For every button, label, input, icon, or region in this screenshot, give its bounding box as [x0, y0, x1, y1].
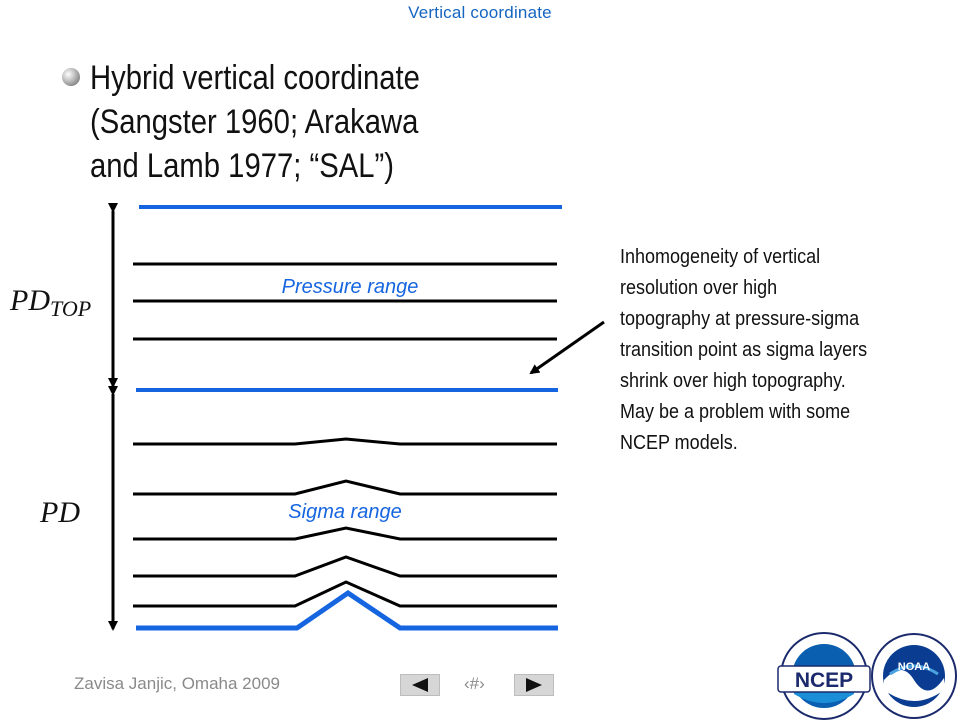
- slide-number: ‹#›: [464, 674, 485, 693]
- pressure-range-label: Pressure range: [282, 276, 419, 298]
- pd-top-label: PDTOP: [9, 284, 91, 321]
- ncep-logo: NCEP: [777, 632, 871, 720]
- annotation-line: resolution over high: [620, 277, 778, 299]
- bullet-text: Hybrid vertical coordinate (Sangster 196…: [90, 56, 434, 188]
- sigma-layer: [133, 555, 557, 578]
- annotation-line: May be a problem with some: [620, 401, 851, 423]
- agency-logos: NCEP NOAA: [777, 632, 957, 720]
- pd-label: PD: [39, 496, 80, 529]
- annotation-line: Inhomogeneity of vertical: [620, 246, 821, 268]
- noaa-logo-text: NOAA: [898, 661, 930, 673]
- next-slide-button[interactable]: [514, 674, 554, 696]
- ground-surface: [136, 589, 558, 631]
- sigma-layer: [133, 479, 557, 496]
- triangle-right-icon: [526, 678, 542, 692]
- noaa-logo: NOAA: [871, 633, 957, 719]
- annotation-line: transition point as sigma layers: [620, 339, 868, 361]
- bullet-line-3: and Lamb 1977; “SAL”): [90, 147, 394, 185]
- bullet-line-2: (Sangster 1960; Arakawa: [90, 103, 419, 141]
- bullet-line-1: Hybrid vertical coordinate: [90, 59, 420, 97]
- annotation-line: NCEP models.: [620, 432, 738, 454]
- annotation-text: Inhomogeneity of vertical resolution ove…: [620, 242, 917, 459]
- footer-author: Zavisa Janjic, Omaha 2009: [74, 674, 280, 693]
- sigma-layer: [133, 437, 557, 446]
- sigma-layer: [133, 580, 557, 608]
- previous-slide-button[interactable]: [400, 674, 440, 696]
- annotation-line: topography at pressure-sigma: [620, 308, 860, 330]
- annotation-arrow: [529, 320, 605, 375]
- bullet-sphere-icon: [62, 68, 80, 86]
- slide-header: Vertical coordinate: [408, 3, 552, 22]
- triangle-left-icon: [412, 678, 428, 692]
- annotation-line: shrink over high topography.: [620, 370, 846, 392]
- sigma-layer: [133, 526, 557, 541]
- sigma-range-label: Sigma range: [288, 501, 401, 523]
- ncep-logo-text: NCEP: [795, 669, 853, 692]
